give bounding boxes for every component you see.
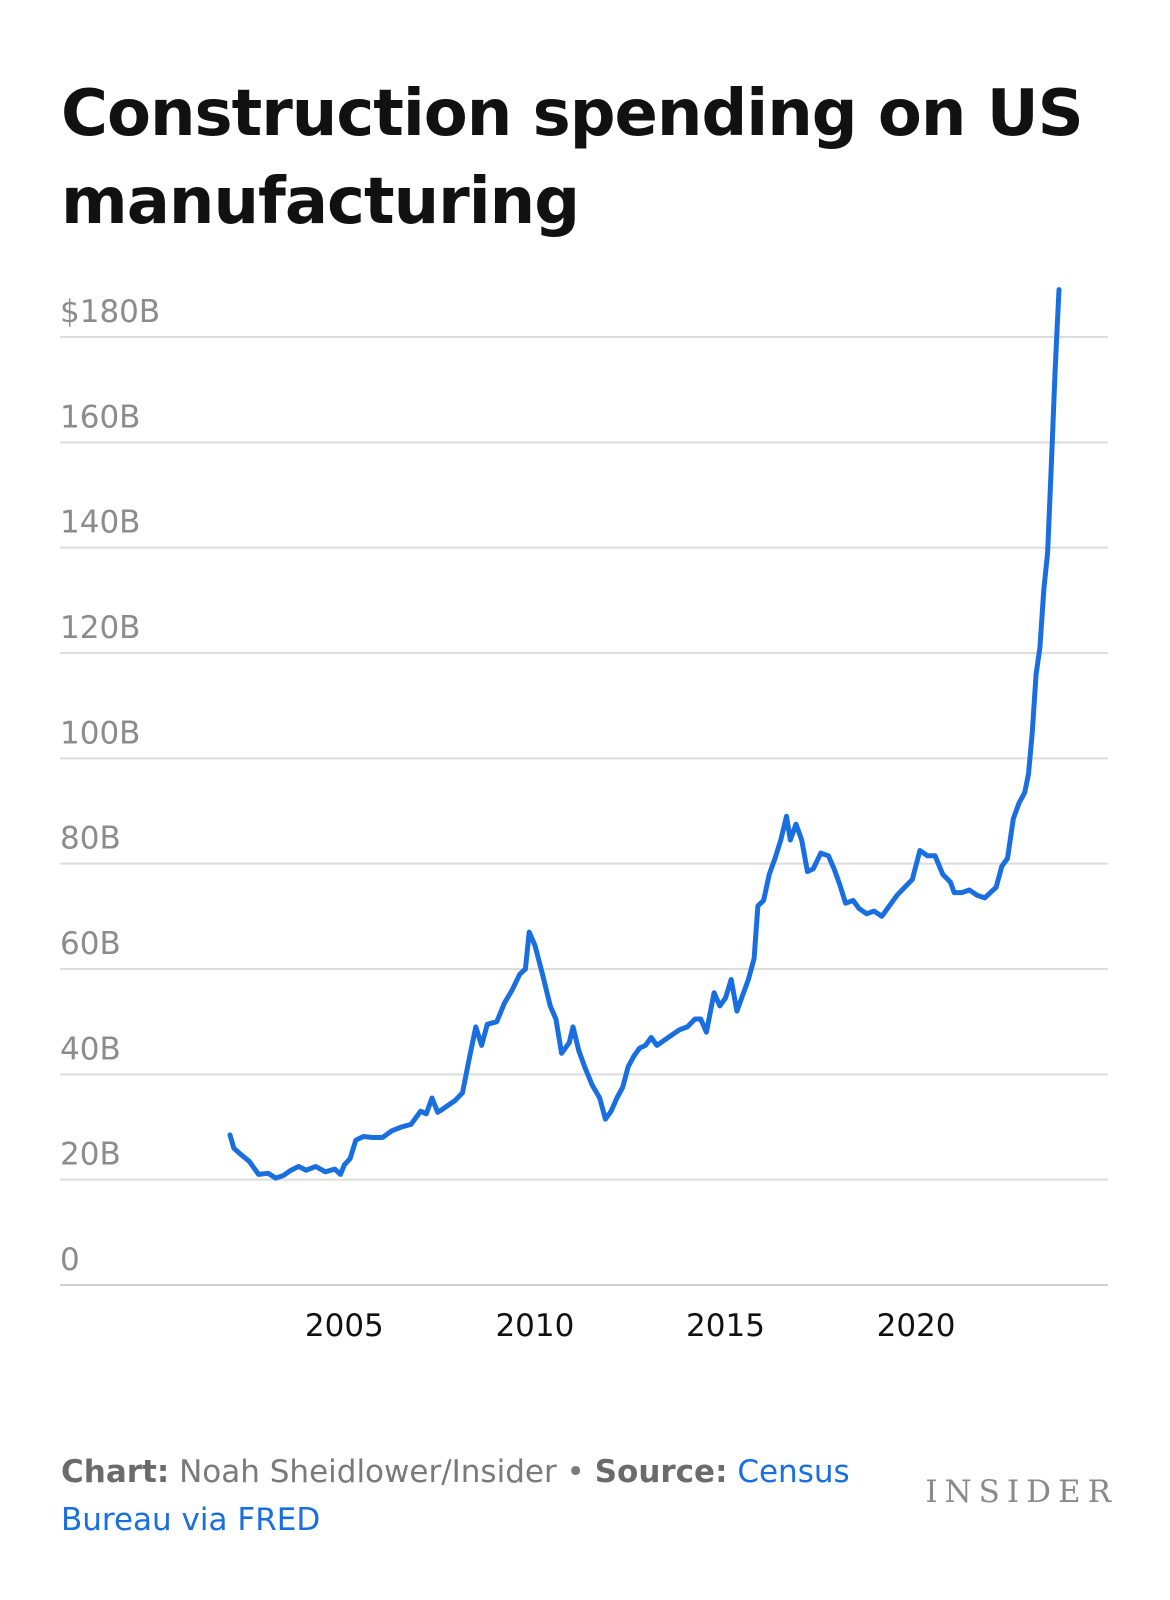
y-tick-label: 120B: [60, 610, 140, 646]
x-tick-label: 2020: [877, 1308, 956, 1344]
y-axis-ticks: 0 20B 40B 60B 80B 100B 120B 140B 160B $180B: [60, 294, 160, 1278]
x-tick-label: 2015: [686, 1308, 765, 1344]
y-tick-label: 0: [60, 1242, 80, 1278]
source-label: Source:: [594, 1454, 728, 1490]
y-tick-label: 80B: [60, 821, 121, 857]
y-tick-label: 20B: [60, 1137, 121, 1173]
x-tick-label: 2005: [305, 1308, 384, 1344]
y-tick-label: 40B: [60, 1031, 121, 1067]
chart-credit-label: Chart:: [61, 1454, 170, 1490]
x-tick-label: 2010: [495, 1308, 574, 1344]
chart-credit-author: Noah Sheidlower/Insider: [169, 1454, 557, 1490]
insider-logo: INSIDER: [925, 1474, 1118, 1510]
y-tick-label: $180B: [60, 294, 160, 330]
footer-separator: •: [556, 1454, 595, 1490]
x-axis-ticks: 2005 2010 2015 2020: [305, 1308, 956, 1344]
y-tick-label: 100B: [60, 715, 140, 751]
series-layer: [227, 287, 1062, 1181]
source-link[interactable]: Census Bureau via FRED: [61, 1454, 850, 1538]
y-tick-label: 140B: [60, 505, 140, 541]
chart-footer: Chart: Noah Sheidlower/Insider • Source:…: [61, 1448, 881, 1544]
y-tick-label: 60B: [60, 926, 121, 962]
grid-lines: [60, 336, 1108, 1286]
y-tick-label: 160B: [60, 399, 140, 435]
series-line: [227, 287, 1062, 1181]
chart-title: Construction spending on US manufacturin…: [61, 77, 1084, 239]
